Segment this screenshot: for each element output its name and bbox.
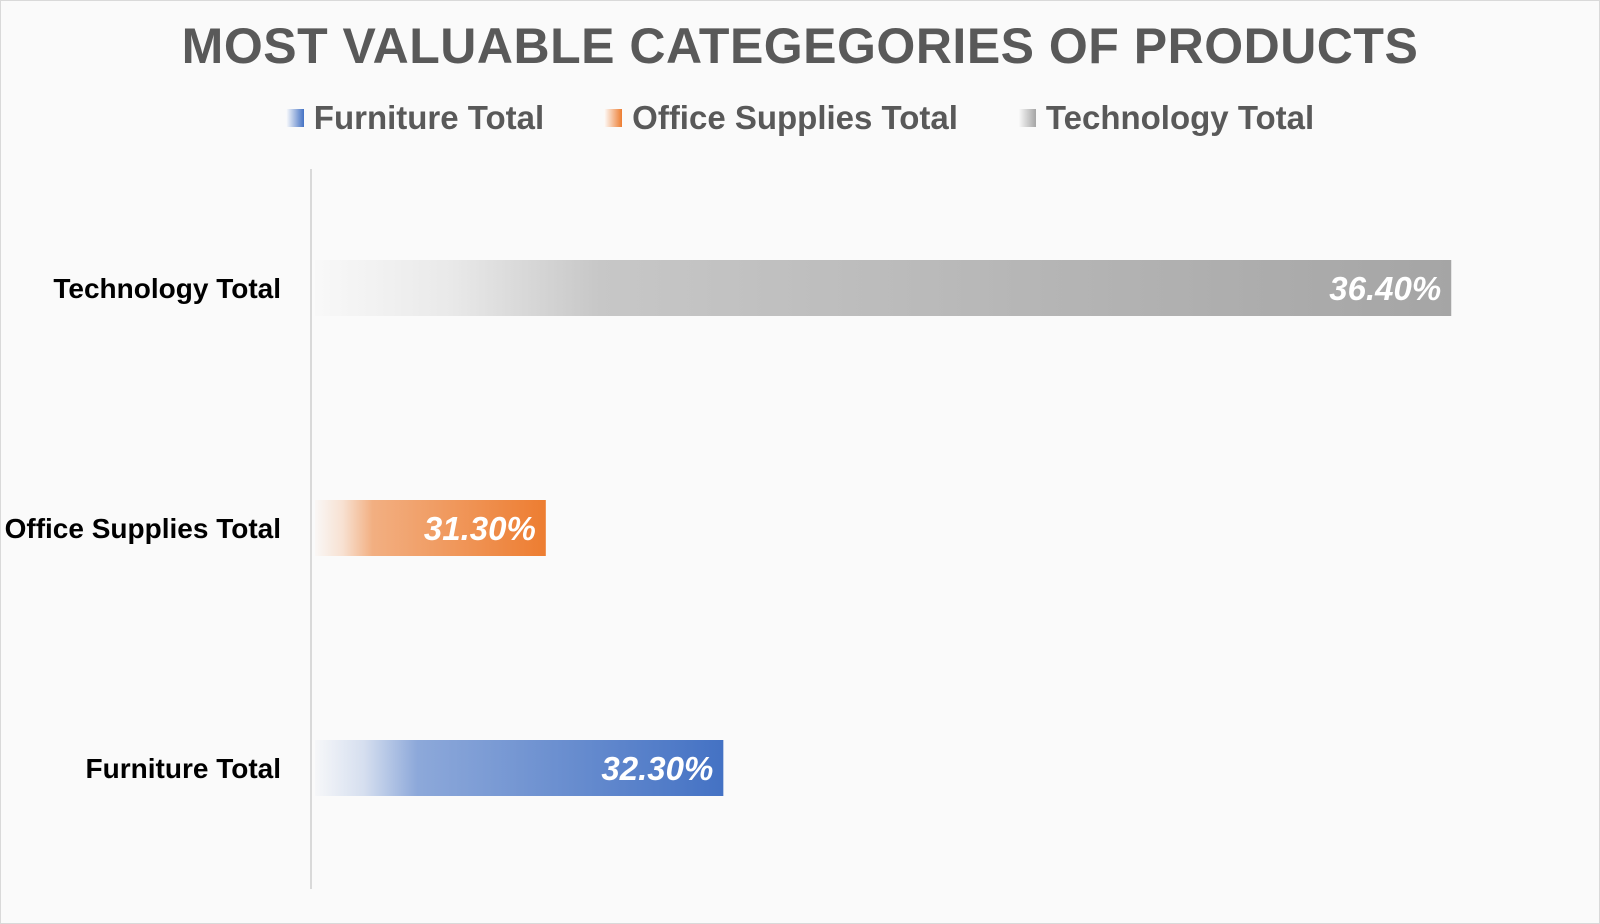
legend-item-office-supplies: Office Supplies Total [604, 99, 958, 137]
chart-legend: Furniture Total Office Supplies Total Te… [1, 99, 1599, 137]
legend-swatch-technology [1017, 109, 1036, 127]
legend-item-technology: Technology Total [1017, 99, 1315, 137]
data-label-office-supplies-total: 31.30% [424, 510, 536, 547]
category-label-office-supplies-total: Office Supplies Total [5, 513, 281, 544]
bar-technology-total [315, 260, 1452, 316]
data-label-technology-total: 36.40% [1329, 270, 1441, 307]
legend-label-technology: Technology Total [1045, 99, 1315, 136]
legend-label-furniture: Furniture Total [313, 99, 545, 136]
category-label-furniture-total: Furniture Total [86, 753, 281, 784]
bar-office-supplies-total [315, 500, 546, 556]
legend-swatch-furniture [285, 109, 304, 127]
bar-furniture-total [315, 740, 724, 796]
chart-title: MOST VALUABLE CATEGEGORIES OF PRODUCTS [181, 18, 1419, 74]
data-label-furniture-total: 32.30% [601, 750, 713, 787]
legend-label-office-supplies: Office Supplies Total [632, 99, 958, 136]
legend-swatch-office-supplies [604, 109, 623, 127]
legend-item-furniture: Furniture Total [285, 99, 545, 137]
category-label-technology-total: Technology Total [53, 273, 281, 304]
